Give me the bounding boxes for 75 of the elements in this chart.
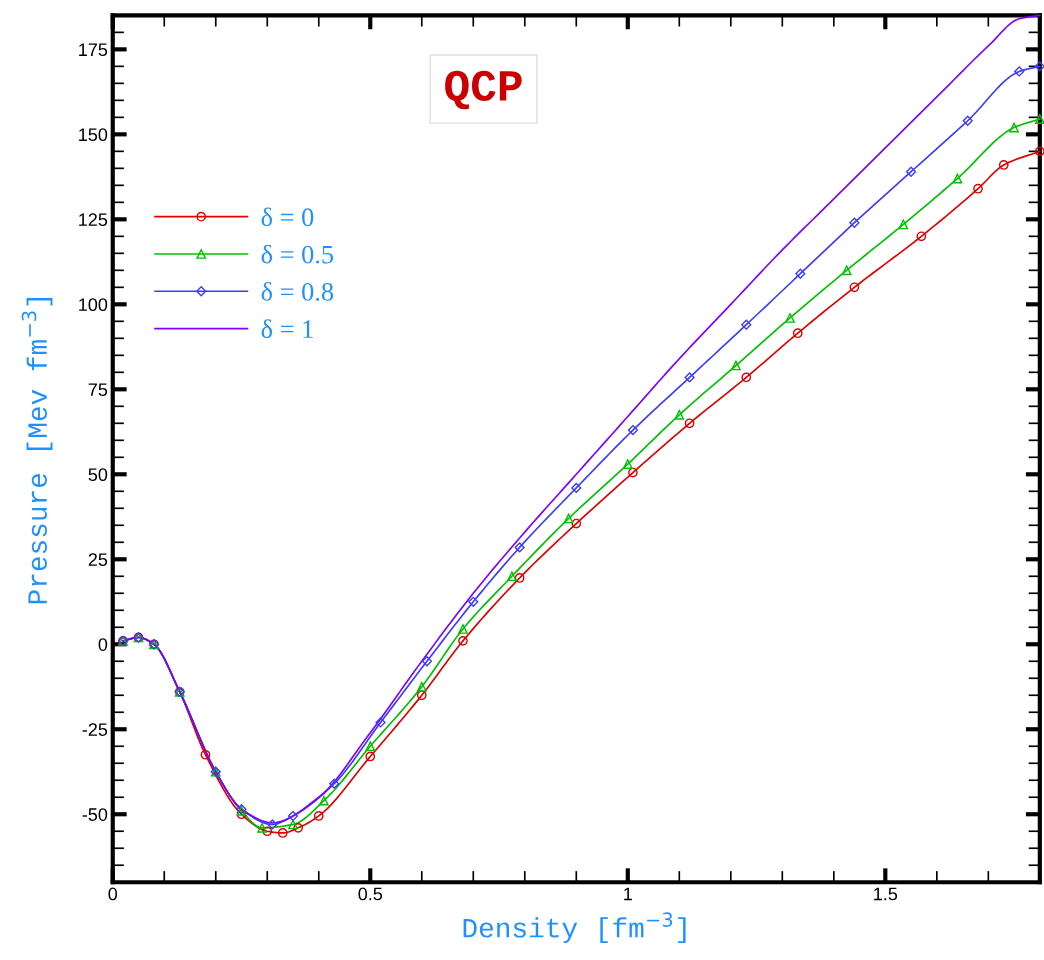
point [416, 681, 427, 692]
y-tick-label: -25 [82, 723, 108, 736]
y-tick-label: 75 [88, 383, 108, 397]
point [416, 690, 427, 701]
point [514, 542, 525, 553]
x-tick-label: 1.5 [874, 887, 898, 901]
point [905, 166, 917, 177]
point [741, 372, 752, 383]
point [257, 822, 267, 833]
point [571, 518, 582, 529]
point [841, 265, 852, 276]
point [952, 173, 963, 184]
point [973, 183, 983, 194]
point [684, 418, 695, 429]
point [468, 596, 479, 607]
point [849, 217, 860, 228]
point [236, 809, 247, 820]
point [731, 360, 741, 371]
point [1034, 114, 1044, 124]
y-axis-title: Pressure [Mev fm$^{−3}$] [21, 297, 53, 604]
point [293, 822, 304, 833]
point [365, 741, 376, 752]
point [288, 819, 298, 830]
point [674, 409, 685, 420]
point [785, 313, 795, 323]
legend-label: δ = 0.8 [261, 282, 334, 301]
point [684, 372, 695, 383]
point [287, 810, 299, 822]
point [916, 231, 927, 242]
point [365, 751, 376, 762]
point [514, 573, 525, 583]
legend-label: δ = 0.5 [261, 244, 334, 264]
point [898, 219, 909, 230]
point [458, 636, 468, 646]
point [627, 424, 639, 436]
point [319, 795, 329, 806]
point [962, 115, 973, 126]
point [262, 826, 273, 837]
y-tick-label: 0 [98, 638, 108, 651]
point [277, 828, 288, 838]
y-tick-label: -50 [82, 808, 108, 821]
y-tick-label: 175 [79, 43, 108, 57]
y-tick-label: 100 [79, 298, 108, 312]
point [1014, 66, 1025, 77]
point [267, 819, 278, 830]
y-tick-label: 125 [79, 213, 108, 227]
y-tick-label: 150 [79, 128, 108, 142]
point [563, 513, 574, 524]
text: QCP [445, 70, 522, 110]
point [1009, 122, 1019, 133]
point [628, 467, 638, 478]
x-tick-label: 0 [108, 887, 118, 901]
point [458, 624, 468, 634]
x-tick-label: 0.5 [358, 887, 383, 901]
point [998, 160, 1009, 170]
point [792, 328, 803, 339]
legend-label: δ = 0 [261, 207, 314, 227]
y-tick-label: 50 [88, 468, 108, 482]
point [795, 268, 806, 279]
x-axis-title: Density [fm$^{−3}$] [463, 912, 686, 944]
point [507, 571, 517, 582]
point [200, 749, 211, 760]
point [1034, 146, 1044, 157]
legend-label: δ = 1 [261, 319, 313, 339]
point [313, 811, 324, 821]
y-tick-label: 25 [88, 553, 108, 566]
point [1034, 61, 1044, 72]
point [375, 717, 386, 728]
point [571, 482, 582, 494]
point [849, 282, 860, 293]
point [741, 319, 752, 330]
point [329, 778, 340, 789]
x-tick-label: 1 [624, 887, 632, 901]
point [421, 656, 433, 667]
point [622, 459, 633, 469]
